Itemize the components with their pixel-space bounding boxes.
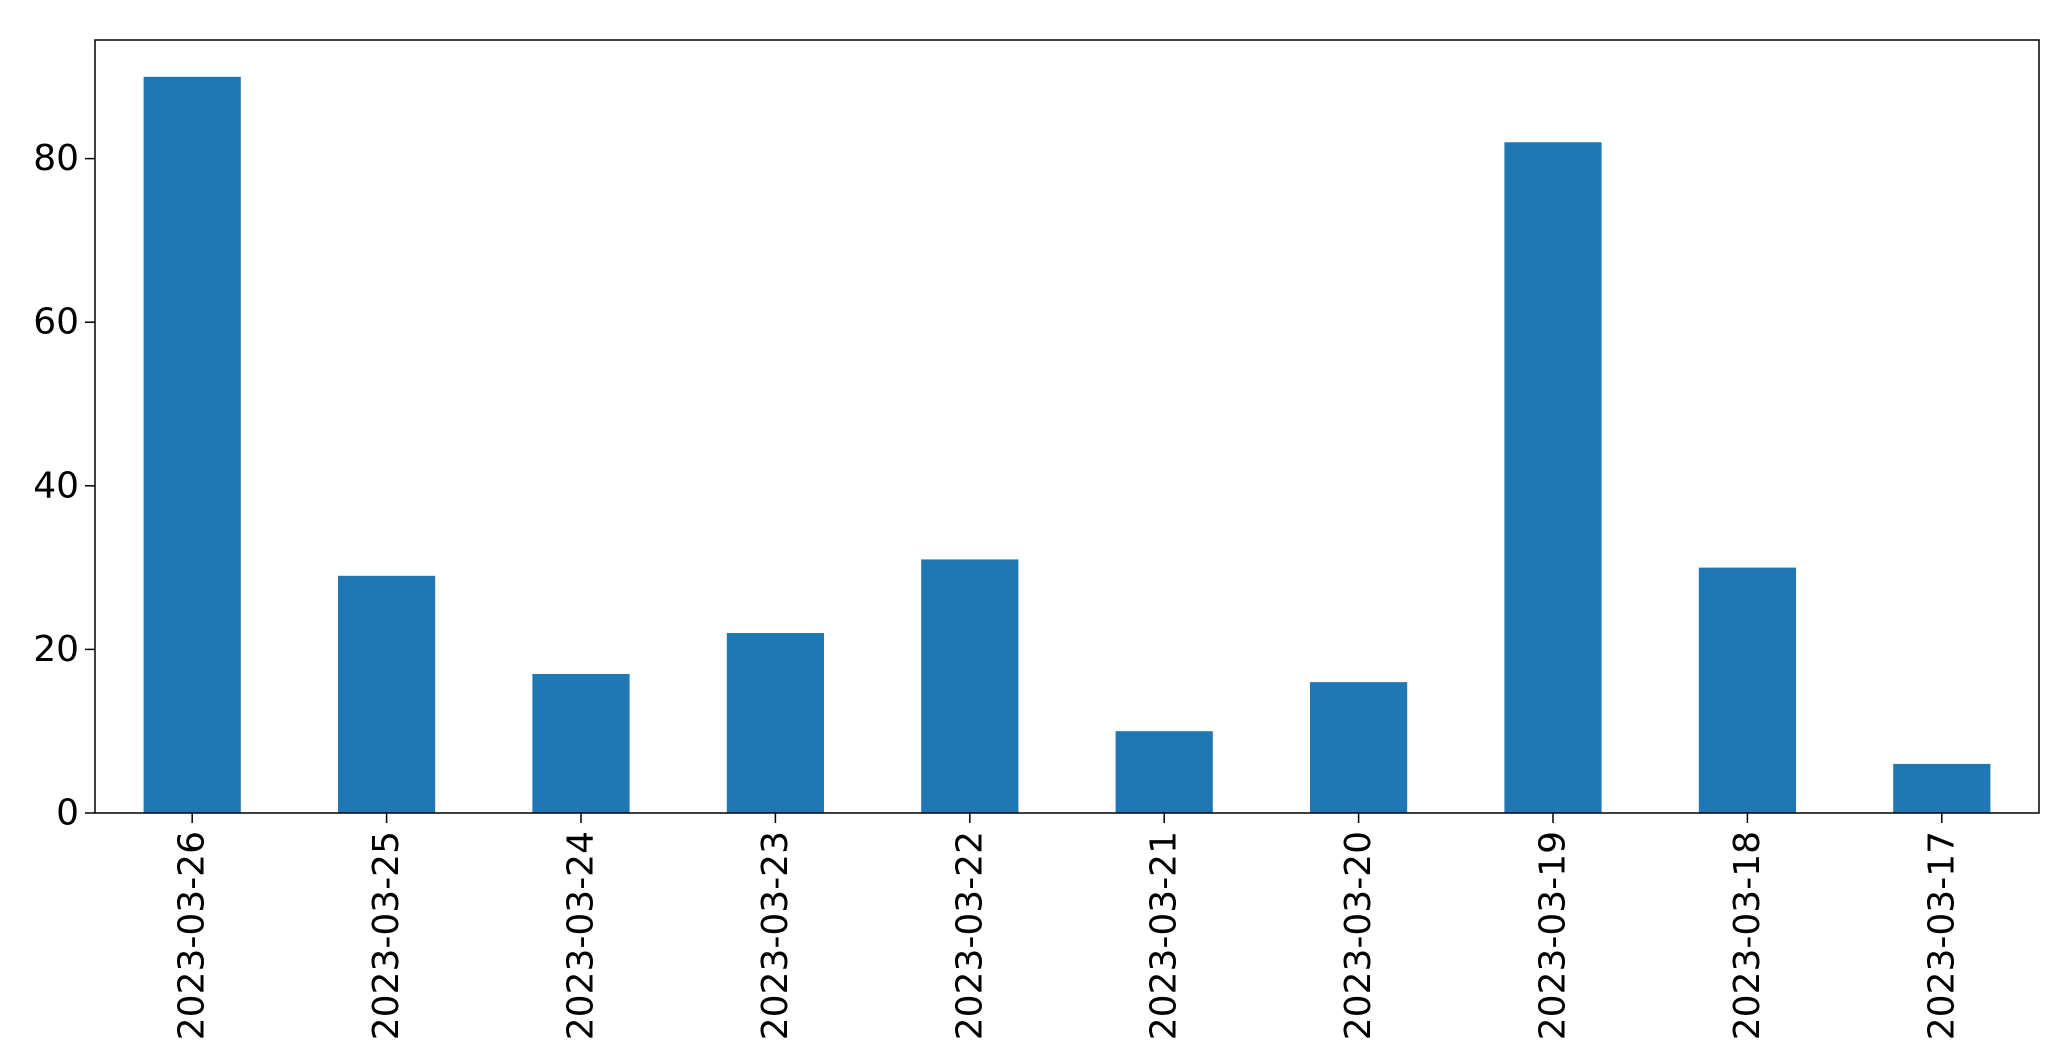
bars-group (143, 76, 1991, 814)
plot-frame (94, 39, 2040, 814)
x-tick-label: 2023-03-26 (172, 831, 213, 1040)
bar-2023-03-24 (532, 673, 630, 813)
y-tick-label: 40 (33, 465, 79, 506)
x-tick-label: 2023-03-21 (1144, 831, 1185, 1040)
x-tick-label: 2023-03-24 (561, 831, 602, 1040)
y-tick-label: 80 (33, 138, 79, 179)
y-tick-label: 0 (56, 793, 79, 834)
bar-2023-03-17 (1893, 763, 1991, 813)
x-tick-label: 2023-03-25 (366, 831, 407, 1040)
x-tick-label: 2023-03-20 (1338, 831, 1379, 1040)
x-tick-label: 2023-03-17 (1921, 831, 1962, 1040)
bar-2023-03-19 (1504, 142, 1602, 814)
x-tick-label: 2023-03-19 (1533, 831, 1574, 1040)
y-axis: 0 20 40 60 80 (33, 138, 95, 834)
bar-2023-03-21 (1115, 731, 1213, 813)
y-tick-label: 20 (33, 629, 79, 670)
x-tick-label: 2023-03-18 (1727, 831, 1768, 1040)
x-tick-label: 2023-03-23 (755, 831, 796, 1040)
x-tick-label: 2023-03-22 (949, 831, 990, 1040)
bar-2023-03-25 (338, 575, 436, 813)
x-axis: 2023-03-26 2023-03-25 2023-03-24 2023-03-23… (172, 813, 1962, 1040)
y-tick-label: 60 (33, 302, 79, 343)
bar-2023-03-20 (1310, 682, 1408, 813)
bar-2023-03-26 (143, 76, 241, 814)
bar-2023-03-18 (1698, 567, 1796, 813)
bar-2023-03-23 (726, 633, 824, 813)
bar-2023-03-22 (921, 559, 1019, 813)
